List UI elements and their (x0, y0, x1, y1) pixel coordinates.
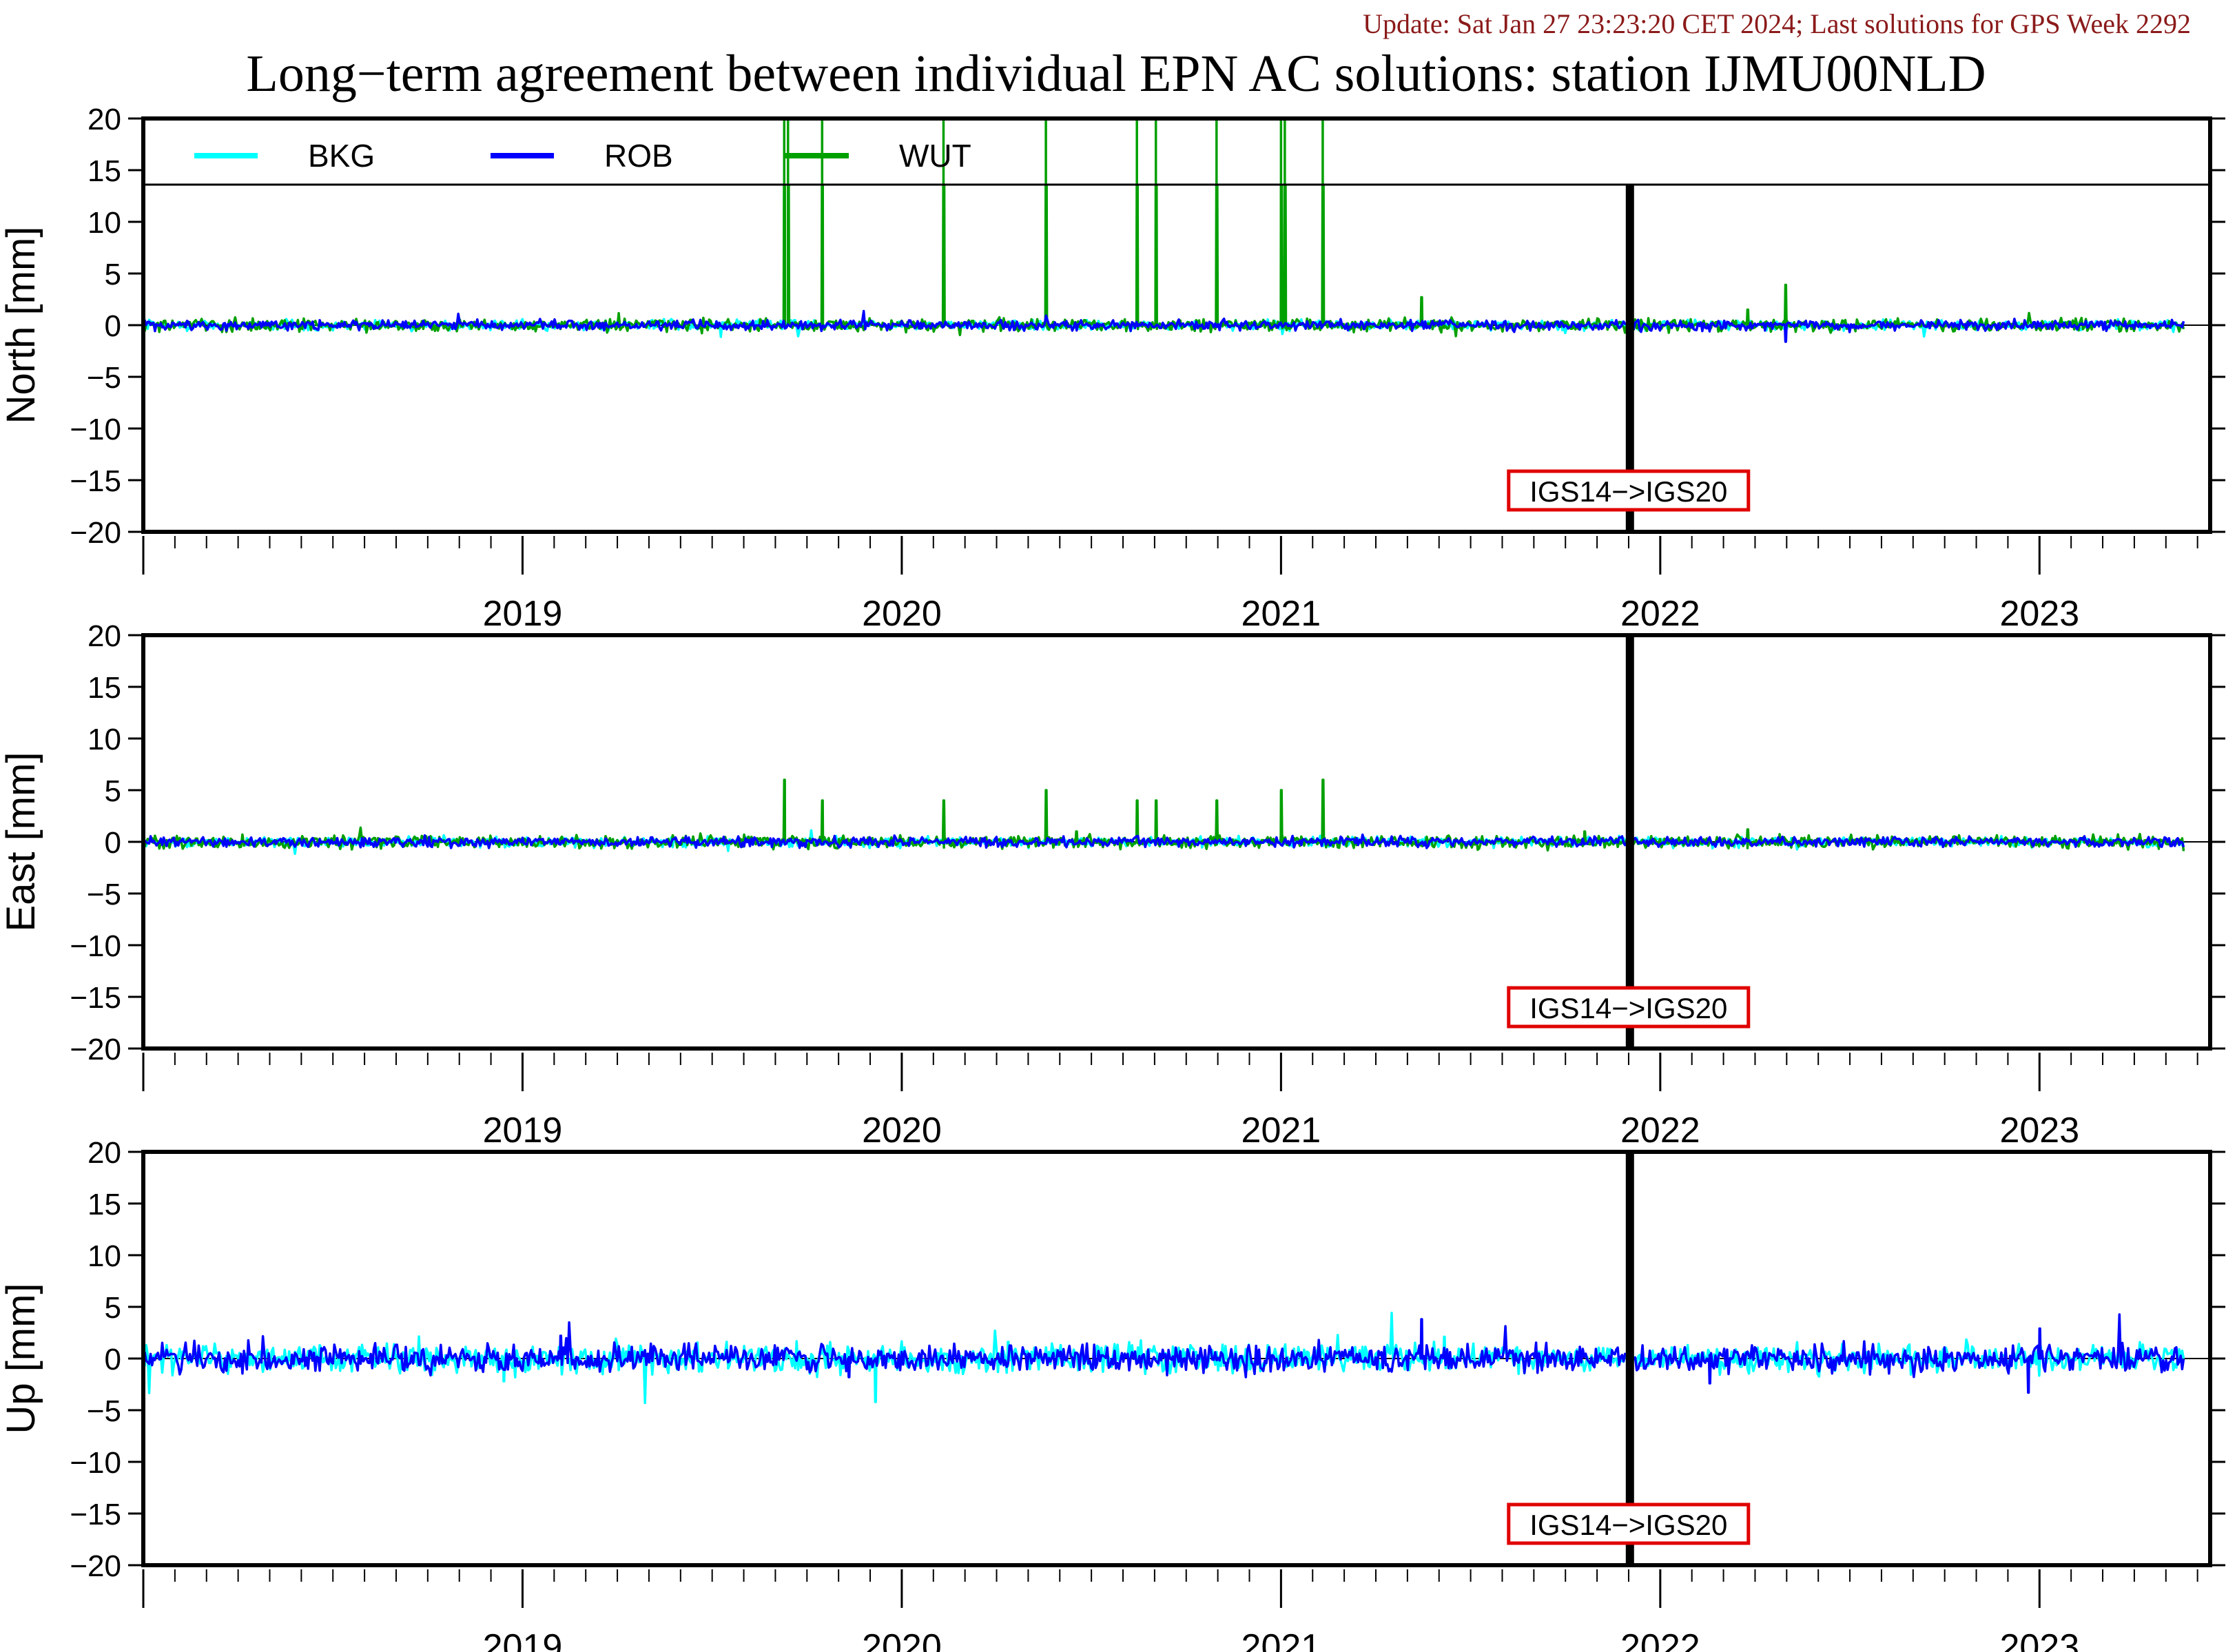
y-tick-label: 0 (105, 826, 121, 860)
y-tick-label: −20 (70, 1549, 121, 1583)
legend-label-wut: WUT (899, 138, 971, 174)
y-tick-label: 10 (87, 1239, 121, 1273)
series-line-rob (142, 1313, 2185, 1394)
y-tick-label: −20 (70, 1033, 121, 1066)
legend-label-bkg: BKG (308, 138, 375, 174)
y-tick-label: −5 (87, 878, 121, 911)
epoch-marker-box (1507, 469, 1751, 512)
panel-east: IGS14−>IGS20 20 15 10 5 0 −5 −10 −15 −20 East [mm]… (0, 619, 2225, 1150)
x-tick-label: 2021 (1241, 594, 1321, 634)
x-tick-label: 2023 (1999, 594, 2079, 634)
epoch-marker-label: IGS14−>IGS20 (1529, 475, 1727, 508)
epoch-marker-box (1507, 1503, 1751, 1545)
x-tick-label: 2019 (483, 1111, 563, 1150)
x-tick-label: 2022 (1620, 1627, 1700, 1652)
y-axis-label: Up [mm] (0, 1283, 43, 1434)
y-tick-label: −10 (70, 929, 121, 963)
legend-background (143, 118, 2210, 185)
y-tick-label: 20 (87, 103, 121, 136)
epoch-marker-label: IGS14−>IGS20 (1529, 1509, 1727, 1541)
y-tick-label: 10 (87, 723, 121, 756)
legend-label-rob: ROB (604, 138, 673, 174)
y-tick-label: 0 (105, 1343, 121, 1376)
panel-up: IGS14−>IGS20 20 15 10 5 0 −5 −10 −15 −20 Up [mm] 20… (0, 1136, 2225, 1652)
y-axis-label: East [mm] (0, 752, 43, 931)
chart-title: Long−term agreement between individual E… (246, 45, 1986, 103)
y-tick-label: −15 (70, 981, 121, 1015)
y-tick-label: 20 (87, 1136, 121, 1170)
y-tick-label: −5 (87, 1394, 121, 1428)
series-line-rob (142, 309, 2185, 343)
y-tick-label: 5 (105, 1291, 121, 1325)
y-tick-label: −10 (70, 413, 121, 446)
y-tick-label: 10 (87, 206, 121, 240)
y-tick-label: −20 (70, 516, 121, 550)
x-tick-label: 2020 (862, 1111, 942, 1150)
y-tick-label: 0 (105, 309, 121, 343)
y-tick-label: 5 (105, 258, 121, 291)
y-tick-label: −5 (87, 361, 121, 395)
y-tick-label: 15 (87, 671, 121, 705)
epoch-marker-box (1507, 986, 1751, 1029)
x-tick-label: 2021 (1241, 1627, 1321, 1652)
x-tick-label: 2022 (1620, 594, 1700, 634)
x-tick-label: 2019 (483, 1627, 563, 1652)
panels-group: BKG ROB WUT IGS14−>IGS20 20 15 10 5 0 −5 −10 −15 −20… (0, 103, 2225, 1652)
series-line-rob (142, 833, 2185, 849)
y-tick-label: −10 (70, 1446, 121, 1480)
series-line-wut (142, 117, 2185, 338)
y-tick-label: 15 (87, 154, 121, 188)
y-tick-label: 5 (105, 774, 121, 808)
epoch-marker-label: IGS14−>IGS20 (1529, 992, 1727, 1024)
update-timestamp: Update: Sat Jan 27 23:23:20 CET 2024; La… (1363, 8, 2191, 39)
y-tick-label: 20 (87, 619, 121, 653)
x-tick-label: 2023 (1999, 1111, 2079, 1150)
y-axis-label: North [mm] (0, 227, 43, 424)
y-tick-label: −15 (70, 464, 121, 498)
x-tick-label: 2023 (1999, 1627, 2079, 1652)
x-tick-label: 2020 (862, 594, 942, 634)
y-tick-label: 15 (87, 1188, 121, 1221)
y-tick-label: −15 (70, 1498, 121, 1531)
panel-north: BKG ROB WUT IGS14−>IGS20 20 15 10 5 0 −5 −10 −15 −20… (0, 103, 2225, 634)
x-tick-label: 2022 (1620, 1111, 1700, 1150)
x-tick-label: 2020 (862, 1627, 942, 1652)
x-tick-label: 2019 (483, 594, 563, 634)
x-tick-label: 2021 (1241, 1111, 1321, 1150)
